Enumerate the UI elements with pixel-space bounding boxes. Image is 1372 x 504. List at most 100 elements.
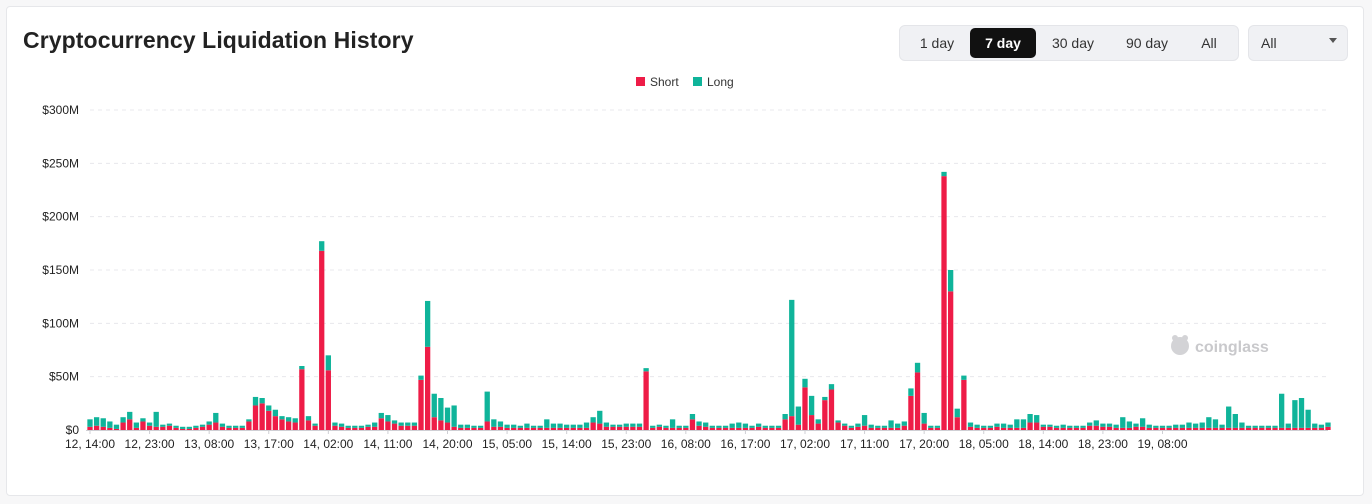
bar-long[interactable] bbox=[319, 241, 325, 251]
bar-short[interactable] bbox=[775, 427, 782, 430]
bar-short[interactable] bbox=[352, 427, 358, 430]
bar-long[interactable] bbox=[689, 414, 696, 420]
legend[interactable]: Short Long bbox=[636, 75, 734, 89]
bar-short[interactable] bbox=[1027, 422, 1033, 430]
bar-short[interactable] bbox=[491, 426, 497, 430]
bar-long[interactable] bbox=[180, 426, 186, 429]
bar-short[interactable] bbox=[947, 291, 954, 430]
bar-long[interactable] bbox=[1206, 417, 1212, 428]
bar-short[interactable] bbox=[173, 427, 179, 430]
bar-short[interactable] bbox=[206, 424, 212, 430]
bar-short[interactable] bbox=[332, 425, 338, 430]
bar-long[interactable] bbox=[365, 424, 371, 427]
bar-long[interactable] bbox=[484, 391, 490, 422]
bar-long[interactable] bbox=[1159, 425, 1166, 428]
bar-short[interactable] bbox=[1106, 426, 1113, 430]
bar-long[interactable] bbox=[815, 419, 821, 424]
bar-short[interactable] bbox=[1219, 427, 1225, 430]
bar-long[interactable] bbox=[577, 424, 583, 428]
bar-long[interactable] bbox=[789, 299, 795, 417]
bar-short[interactable] bbox=[252, 405, 259, 430]
bar-long[interactable] bbox=[1060, 424, 1066, 428]
bar-long[interactable] bbox=[901, 421, 907, 426]
bar-short[interactable] bbox=[1245, 427, 1252, 430]
bar-long[interactable] bbox=[1100, 423, 1106, 427]
bar-long[interactable] bbox=[669, 419, 676, 428]
bar-long[interactable] bbox=[93, 417, 100, 426]
bar-short[interactable] bbox=[1073, 427, 1080, 430]
bar-short[interactable] bbox=[418, 379, 424, 430]
bar-long[interactable] bbox=[1212, 419, 1219, 428]
bar-long[interactable] bbox=[736, 422, 742, 428]
bar-short[interactable] bbox=[213, 422, 219, 430]
bar-long[interactable] bbox=[1245, 425, 1252, 428]
bar-short[interactable] bbox=[1034, 422, 1040, 430]
bar-long[interactable] bbox=[1298, 398, 1305, 428]
bar-long[interactable] bbox=[835, 420, 841, 423]
bar-short[interactable] bbox=[583, 427, 590, 430]
bar-short[interactable] bbox=[127, 419, 133, 430]
bar-long[interactable] bbox=[1226, 406, 1232, 428]
bar-long[interactable] bbox=[252, 396, 259, 406]
bar-long[interactable] bbox=[1073, 425, 1080, 428]
bar-long[interactable] bbox=[616, 424, 623, 427]
bar-short[interactable] bbox=[1252, 427, 1258, 430]
bar-short[interactable] bbox=[180, 428, 186, 430]
bar-short[interactable] bbox=[266, 410, 272, 430]
bar-long[interactable] bbox=[650, 425, 656, 428]
bar-long[interactable] bbox=[312, 423, 318, 426]
bar-long[interactable] bbox=[1153, 425, 1159, 428]
bar-short[interactable] bbox=[1292, 427, 1298, 430]
bar-short[interactable] bbox=[1325, 426, 1331, 430]
bar-long[interactable] bbox=[477, 425, 484, 428]
bar-short[interactable] bbox=[1014, 427, 1020, 430]
bar-long[interactable] bbox=[676, 425, 682, 428]
bar-short[interactable] bbox=[226, 427, 232, 430]
bar-long[interactable] bbox=[411, 422, 418, 426]
bar-long[interactable] bbox=[1232, 414, 1238, 428]
bar-short[interactable] bbox=[1126, 427, 1133, 430]
bar-short[interactable] bbox=[107, 427, 113, 430]
bar-short[interactable] bbox=[319, 250, 325, 430]
bar-short[interactable] bbox=[643, 371, 649, 430]
bar-short[interactable] bbox=[1007, 427, 1013, 430]
bar-long[interactable] bbox=[213, 412, 219, 423]
bar-short[interactable] bbox=[405, 425, 411, 430]
bar-short[interactable] bbox=[928, 427, 934, 430]
bar-long[interactable] bbox=[868, 424, 874, 428]
bar-short[interactable] bbox=[1146, 427, 1152, 430]
bar-long[interactable] bbox=[464, 424, 471, 428]
bar-short[interactable] bbox=[669, 427, 676, 430]
bar-short[interactable] bbox=[1000, 427, 1007, 430]
bar-long[interactable] bbox=[749, 425, 755, 428]
bar-long[interactable] bbox=[722, 425, 729, 428]
bar-short[interactable] bbox=[431, 417, 437, 430]
bar-short[interactable] bbox=[1298, 427, 1305, 430]
bar-long[interactable] bbox=[325, 355, 331, 371]
bar-long[interactable] bbox=[603, 422, 610, 427]
bar-short[interactable] bbox=[219, 426, 226, 430]
bar-long[interactable] bbox=[1053, 425, 1060, 428]
bar-short[interactable] bbox=[140, 421, 146, 430]
bar-long[interactable] bbox=[1040, 424, 1046, 427]
bar-long[interactable] bbox=[742, 423, 749, 428]
bar-short[interactable] bbox=[484, 421, 490, 430]
bar-short[interactable] bbox=[530, 427, 537, 430]
bar-short[interactable] bbox=[497, 426, 504, 430]
bar-short[interactable] bbox=[378, 418, 384, 430]
bar-long[interactable] bbox=[1259, 425, 1265, 428]
bar-long[interactable] bbox=[491, 419, 497, 427]
bar-long[interactable] bbox=[1120, 417, 1126, 428]
bar-short[interactable] bbox=[756, 426, 762, 430]
range-7-day-button[interactable]: 7 day bbox=[970, 28, 1036, 58]
bar-short[interactable] bbox=[1186, 427, 1192, 430]
bar-short[interactable] bbox=[517, 427, 523, 430]
bar-long[interactable] bbox=[1133, 423, 1139, 427]
bar-long[interactable] bbox=[610, 424, 616, 427]
bar-short[interactable] bbox=[749, 427, 755, 430]
bar-short[interactable] bbox=[438, 420, 444, 430]
bar-long[interactable] bbox=[239, 425, 245, 428]
bar-short[interactable] bbox=[1226, 427, 1232, 430]
bar-short[interactable] bbox=[292, 422, 298, 430]
bar-long[interactable] bbox=[524, 423, 530, 428]
